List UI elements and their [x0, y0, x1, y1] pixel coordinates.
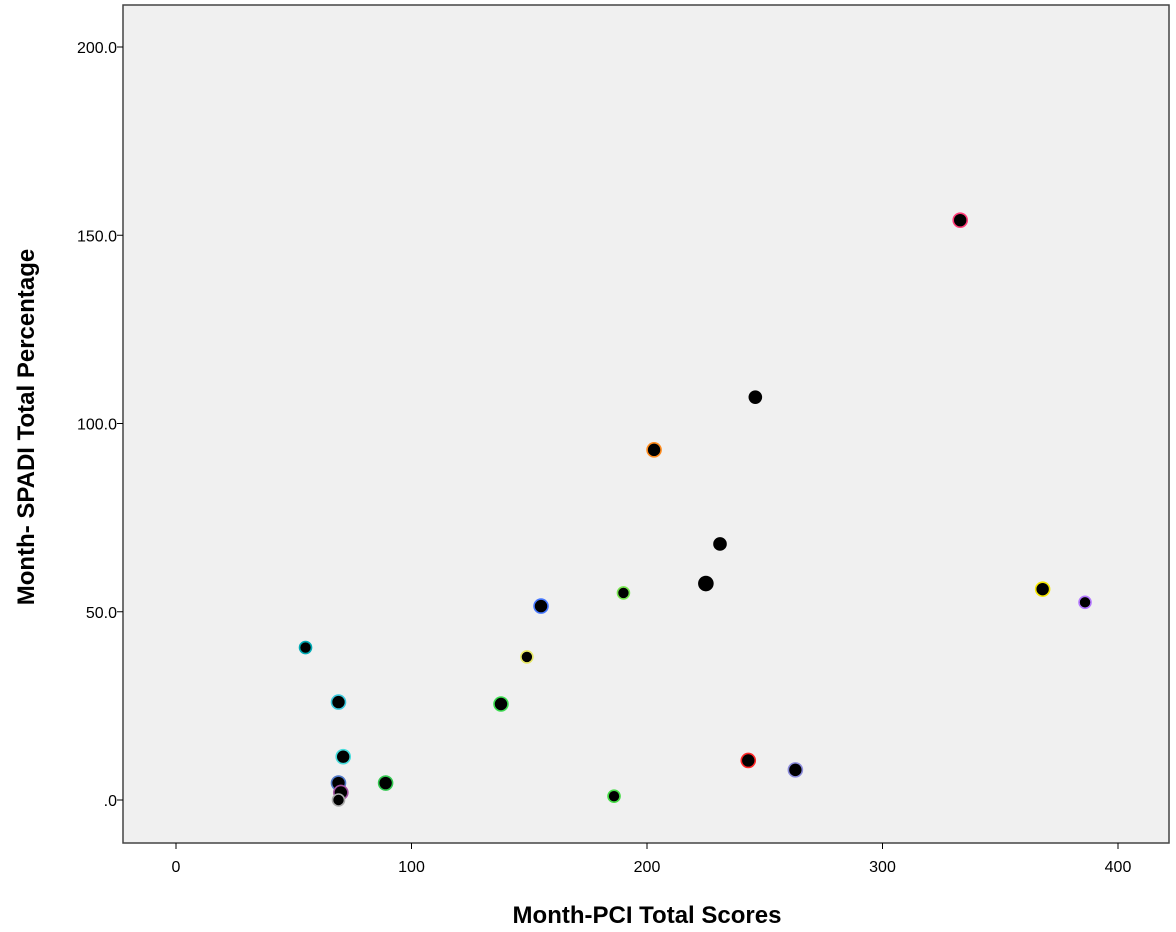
x-tick-label: 400: [1105, 859, 1132, 876]
x-tick-label: 100: [398, 859, 425, 876]
data-point: [748, 390, 763, 404]
data-point: [331, 793, 346, 807]
y-axis: .0 50.0 100.0 150.0 200.0: [77, 40, 123, 810]
data-point: [298, 640, 313, 655]
y-tick-label: .0: [104, 793, 117, 810]
data-point: [520, 650, 534, 664]
data-point: [330, 694, 347, 710]
data-point: [646, 442, 662, 458]
x-axis: 0 100 200 300 400: [172, 843, 1132, 876]
data-point: [1034, 581, 1051, 597]
data-point: [335, 748, 352, 765]
data-point: [1078, 595, 1092, 610]
x-tick-label: 300: [869, 859, 896, 876]
data-point: [698, 575, 714, 592]
data-point: [787, 762, 804, 778]
data-point: [607, 789, 621, 804]
x-tick-label: 200: [634, 859, 661, 876]
data-point: [713, 537, 727, 551]
x-tick-label: 0: [172, 859, 181, 876]
y-tick-label: 150.0: [77, 228, 117, 245]
y-tick-label: 200.0: [77, 40, 117, 57]
data-points: [298, 212, 1092, 807]
plot-area: [122, 4, 1170, 844]
data-point: [740, 752, 757, 769]
y-tick-label: 50.0: [86, 605, 117, 622]
x-axis-title: Month-PCI Total Scores: [513, 902, 782, 929]
data-point: [533, 598, 549, 614]
y-tick-label: 100.0: [77, 417, 117, 434]
data-point: [493, 696, 509, 712]
data-point: [952, 212, 969, 228]
data-point: [377, 775, 394, 791]
data-point: [616, 586, 631, 600]
y-axis-title: Month- SPADI Total Percentage: [13, 249, 40, 605]
